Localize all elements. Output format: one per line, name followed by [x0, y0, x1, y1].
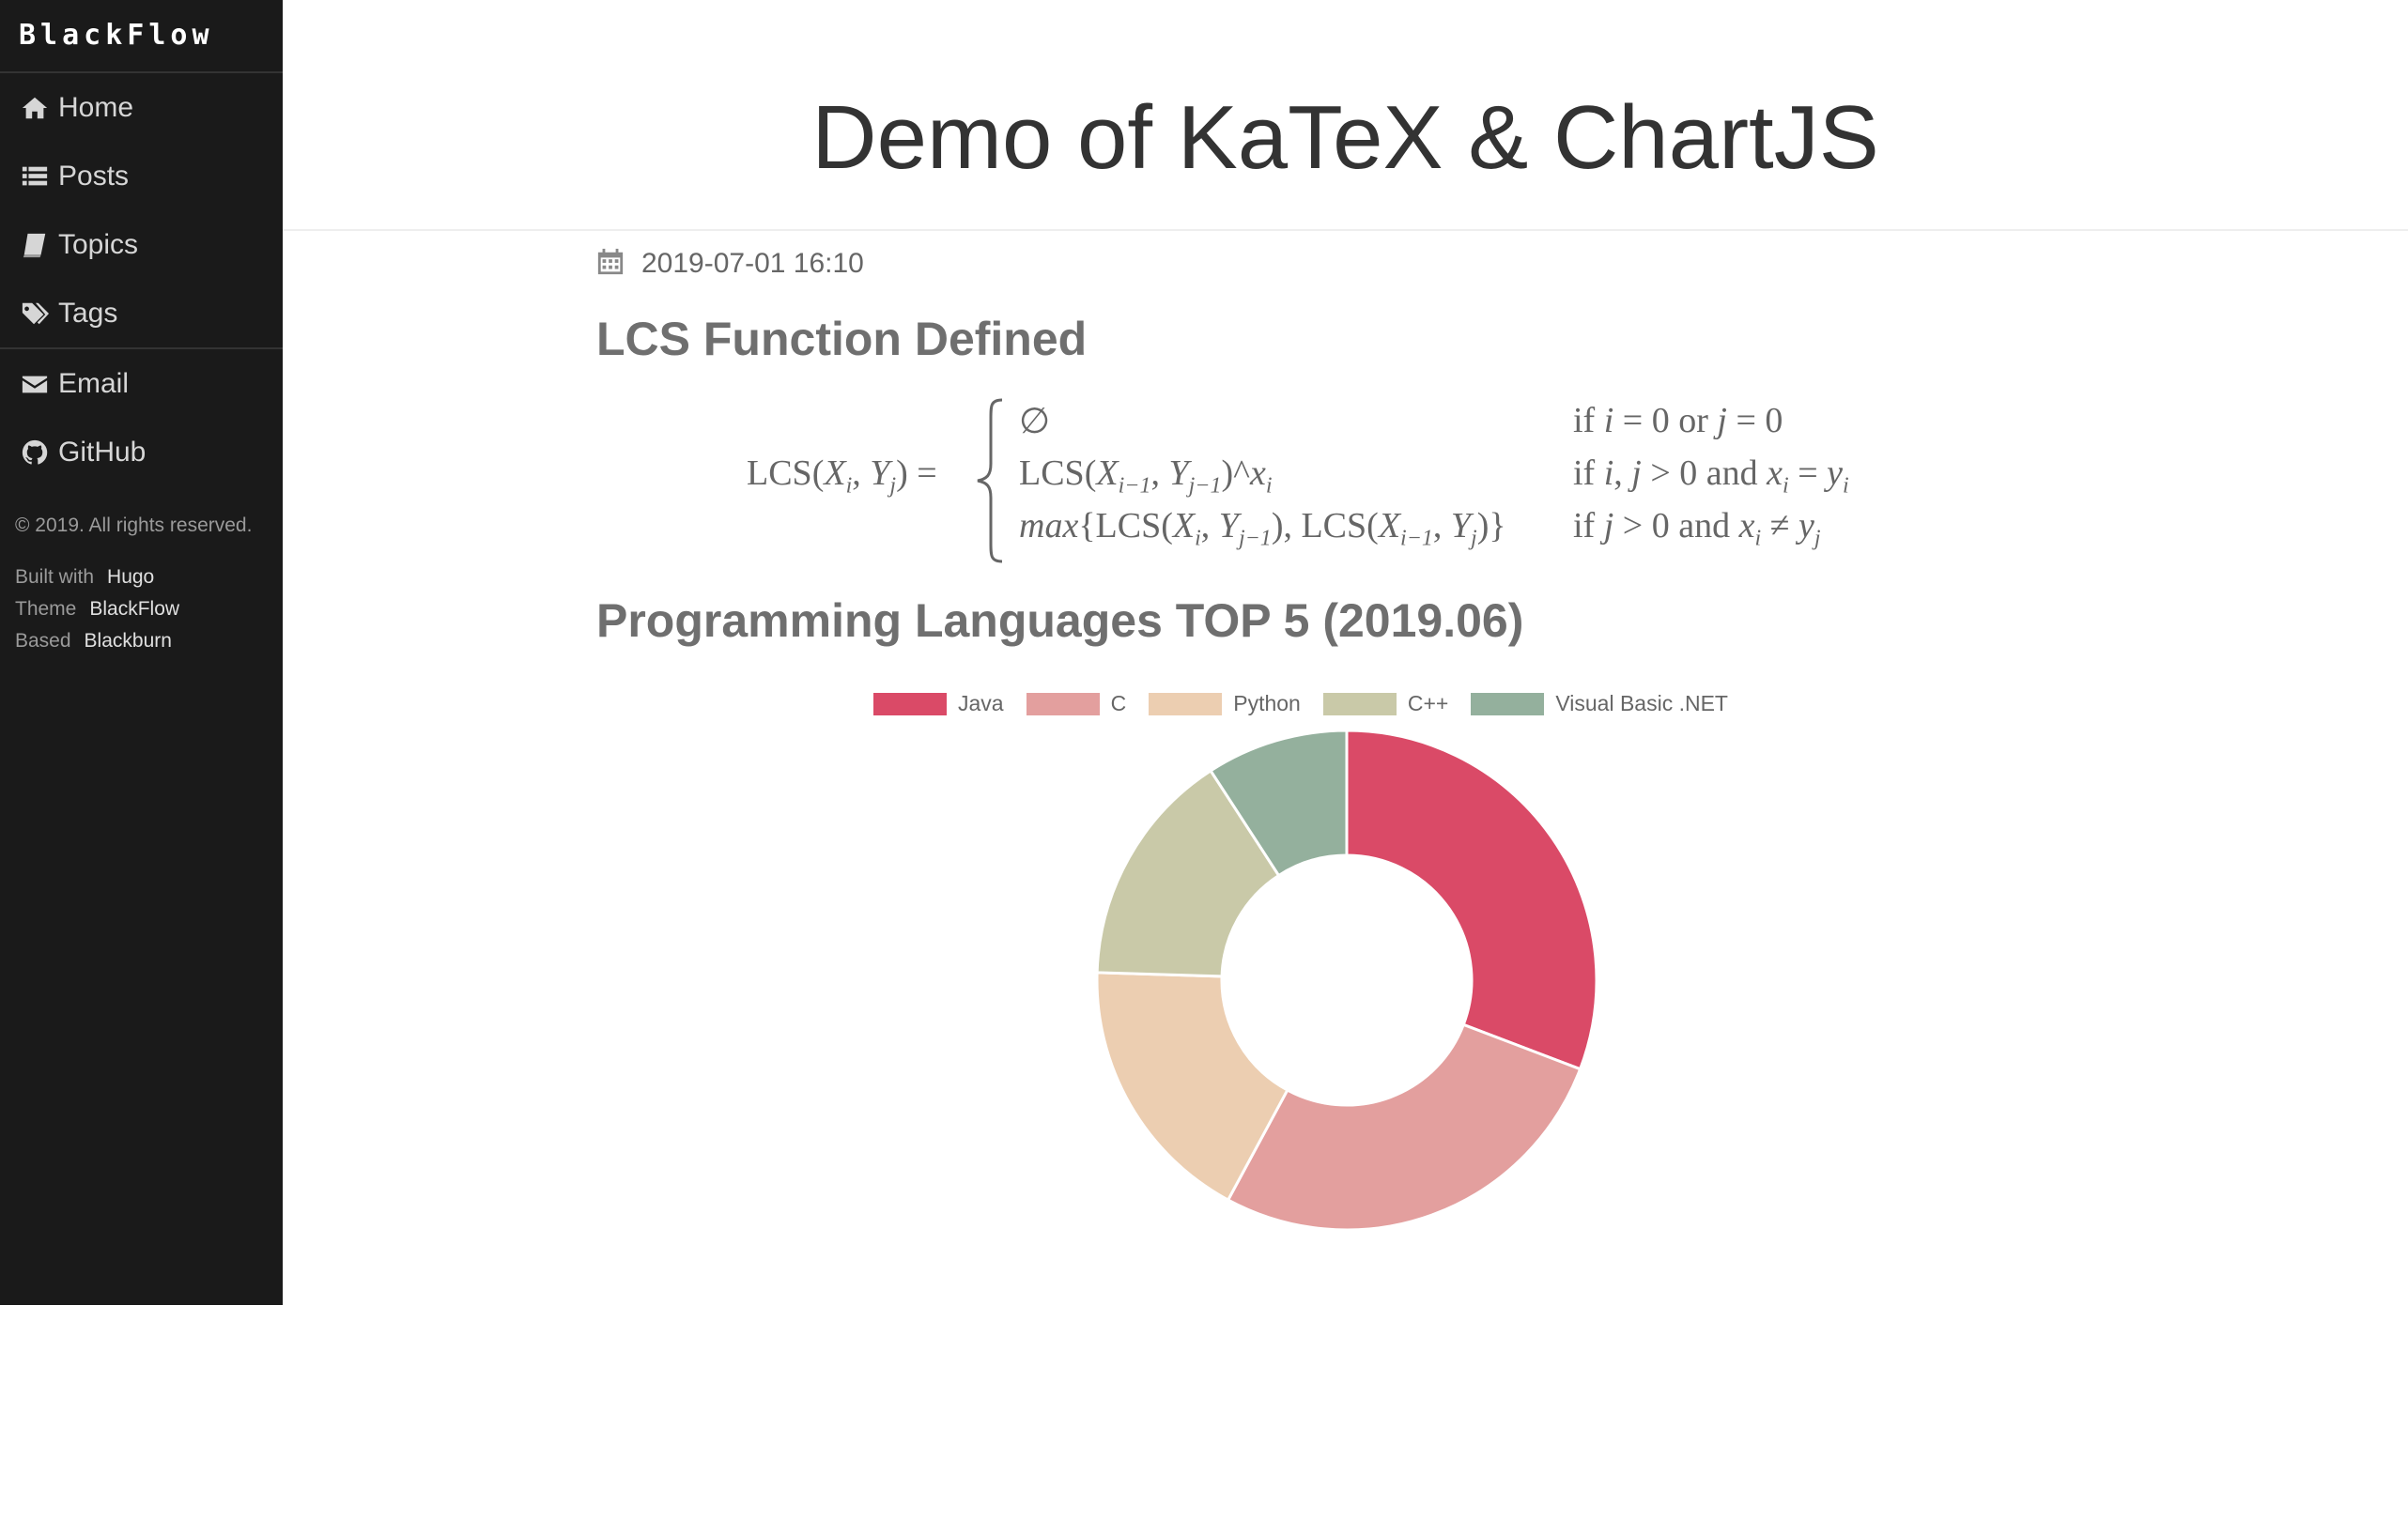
legend-label: C++	[1407, 691, 1449, 715]
book-icon	[21, 230, 58, 260]
github-icon	[21, 438, 58, 468]
nav-item-label: Topics	[58, 228, 139, 260]
legend-item[interactable]: C	[1026, 691, 1127, 716]
post-meta: 2019-07-01 16:10	[596, 240, 2005, 287]
page-title: Demo of KaTeX & ChartJS	[811, 87, 1879, 188]
nav-item-label: GitHub	[58, 436, 147, 468]
legend-item[interactable]: Visual Basic .NET	[1471, 691, 1728, 716]
legend-swatch	[1149, 692, 1223, 715]
built-with-row: Built with Hugo	[15, 561, 283, 593]
nav-item-home[interactable]: Home	[0, 73, 283, 142]
nav-item-label: Tags	[58, 297, 118, 329]
languages-chart: Java C Python C++ Visual Basic .NET	[596, 691, 2005, 1536]
nav-item-github[interactable]: GitHub	[0, 418, 283, 486]
built-with-label: Built with	[15, 566, 95, 588]
page-header: Demo of KaTeX & ChartJS	[283, 0, 2408, 231]
legend-item[interactable]: Python	[1149, 691, 1301, 716]
legend-item[interactable]: Java	[873, 691, 1004, 716]
donut-slice-java[interactable]	[1345, 729, 1598, 1071]
based-label: Based	[15, 630, 71, 652]
nav-item-label: Posts	[58, 160, 130, 192]
section-title-languages: Programming Languages TOP 5 (2019.06)	[596, 594, 1524, 647]
legend-swatch	[1322, 692, 1397, 715]
legend-swatch	[1471, 692, 1545, 715]
formula-case3-cond: if j > 0 and xi ≠ yj	[1573, 506, 1821, 551]
post-date: 2019-07-01 16:10	[641, 248, 864, 279]
based-row: Based Blackburn	[15, 625, 283, 657]
formula-case1-cond: if i = 0 or j = 0	[1573, 401, 1783, 440]
legend-label: Python	[1233, 691, 1301, 715]
tags-icon	[21, 299, 58, 329]
formula-brace	[977, 398, 1003, 563]
nav-item-email[interactable]: Email	[0, 349, 283, 418]
legend-swatch	[1026, 692, 1100, 715]
legend-item[interactable]: C++	[1322, 691, 1449, 716]
based-link[interactable]: Blackburn	[84, 630, 172, 652]
calendar-icon	[596, 248, 641, 280]
external-links: Email GitHub	[0, 349, 283, 486]
legend-swatch	[873, 692, 948, 715]
lcs-formula: LCS(Xi, Yj) = ∅ LCS(Xi−1, Yj−1)^xi max{L…	[747, 398, 1968, 569]
post-content: 2019-07-01 16:10 LCS Function Defined LC…	[596, 231, 2005, 1232]
legend-label: C	[1110, 691, 1127, 715]
section-title-lcs: LCS Function Defined	[596, 313, 1088, 365]
donut-chart	[1095, 729, 1598, 1232]
hugo-link[interactable]: Hugo	[107, 566, 155, 588]
chart-legend: Java C Python C++ Visual Basic .NET	[596, 691, 2005, 716]
site-credits: Built with Hugo Theme BlackFlow Based Black…	[0, 561, 283, 657]
nav-item-label: Home	[58, 91, 134, 123]
legend-label: Visual Basic .NET	[1555, 691, 1728, 715]
donut-slice-visual-basic-net[interactable]	[1209, 729, 1349, 878]
formula-case2-cond: if i, j > 0 and xi = yi	[1573, 453, 1849, 499]
envelope-icon	[21, 369, 58, 399]
brand-logo[interactable]: BlackFlow	[0, 0, 283, 73]
nav-item-topics[interactable]: Topics	[0, 210, 283, 279]
donut-slice-python[interactable]	[1095, 971, 1289, 1203]
formula-case2-expr: LCS(Xi−1, Yj−1)^xi	[1019, 453, 1273, 499]
home-icon	[21, 93, 58, 123]
theme-link[interactable]: BlackFlow	[89, 598, 180, 620]
list-icon	[21, 161, 58, 192]
donut-slice-c[interactable]	[1226, 1022, 1582, 1232]
formula-case3-expr: max{LCS(Xi, Yj−1), LCS(Xi−1, Yj)}	[1019, 506, 1506, 551]
theme-row: Theme BlackFlow	[15, 593, 283, 625]
theme-label: Theme	[15, 598, 77, 620]
formula-lhs: LCS(Xi, Yj) =	[747, 453, 937, 499]
copyright-text: © 2019. All rights reserved.	[15, 515, 253, 536]
legend-label: Java	[958, 691, 1004, 715]
sidebar: BlackFlow Home Posts Topics Tags	[0, 0, 283, 1305]
nav-item-tags[interactable]: Tags	[0, 279, 283, 347]
nav-item-posts[interactable]: Posts	[0, 142, 283, 210]
main-nav: Home Posts Topics Tags	[0, 73, 283, 349]
donut-slice-c-[interactable]	[1095, 768, 1281, 978]
formula-case1-expr: ∅	[1019, 402, 1051, 441]
nav-item-label: Email	[58, 367, 130, 399]
